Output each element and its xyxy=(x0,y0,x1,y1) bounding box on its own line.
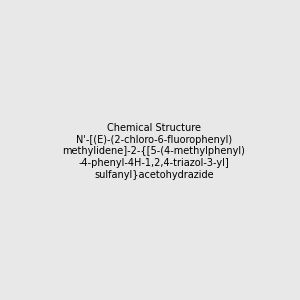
Text: Chemical Structure
N'-[(E)-(2-chloro-6-fluorophenyl)
methylidene]-2-{[5-(4-methy: Chemical Structure N'-[(E)-(2-chloro-6-f… xyxy=(62,123,245,180)
